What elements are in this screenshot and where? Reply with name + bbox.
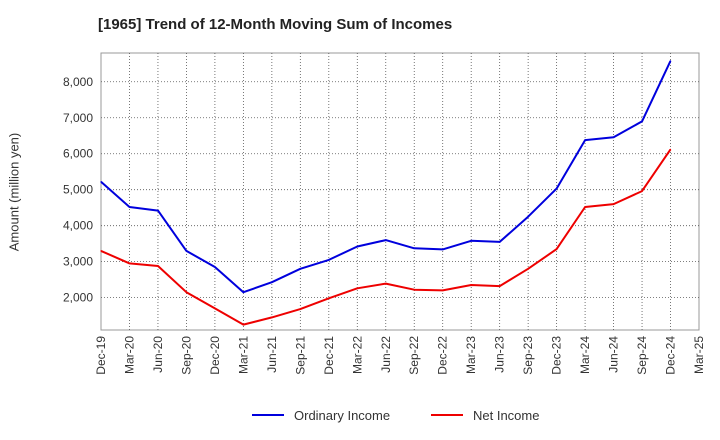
data-point — [356, 245, 358, 248]
data-point — [527, 268, 529, 270]
data-point — [584, 206, 586, 208]
y-tick-label: 7,000 — [63, 111, 93, 125]
data-point — [470, 284, 472, 286]
y-tick-label: 6,000 — [63, 147, 93, 161]
x-tick-label: Dec-23 — [550, 336, 564, 375]
chart-title: [1965] Trend of 12-Month Moving Sum of I… — [98, 16, 453, 33]
x-tick-label: Mar-25 — [692, 336, 706, 374]
data-point — [271, 281, 273, 283]
data-point — [499, 285, 501, 287]
data-point — [669, 148, 672, 150]
legend-label: Ordinary Income — [294, 408, 390, 423]
data-point — [214, 266, 216, 268]
data-point — [100, 181, 102, 183]
y-tick-label: 5,000 — [63, 183, 93, 197]
data-point — [100, 250, 102, 252]
data-point — [242, 324, 244, 326]
data-point — [442, 289, 444, 291]
data-point — [385, 239, 387, 241]
x-tick-label: Sep-24 — [635, 336, 649, 375]
x-tick-label: Mar-24 — [578, 336, 592, 374]
x-tick-label: Sep-22 — [407, 336, 421, 375]
data-point — [641, 190, 643, 192]
data-point — [299, 308, 301, 310]
x-tick-label: Dec-20 — [208, 336, 222, 375]
x-tick-label: Mar-20 — [122, 336, 136, 374]
x-tick-label: Dec-19 — [94, 336, 108, 375]
x-tick-labels: Dec-19 Mar-20 Jun-20 Sep-20 Dec-20 Mar-21 Jun-… — [94, 336, 706, 375]
data-point — [499, 241, 501, 243]
x-tick-label: Mar-23 — [464, 336, 478, 374]
data-point — [584, 139, 586, 141]
data-point — [470, 240, 472, 242]
data-point — [556, 188, 558, 190]
x-tick-label: Dec-21 — [322, 336, 336, 375]
x-tick-label: Dec-24 — [664, 336, 678, 375]
data-point — [242, 291, 244, 293]
x-tick-label: Sep-20 — [179, 336, 193, 375]
legend-label: Net Income — [473, 408, 539, 423]
y-tick-label: 3,000 — [63, 255, 93, 269]
y-tick-label: 2,000 — [63, 291, 93, 305]
data-point — [128, 262, 131, 264]
data-point — [271, 316, 273, 318]
x-tick-label: Sep-23 — [521, 336, 535, 375]
data-point — [185, 250, 187, 252]
data-point — [413, 247, 415, 249]
data-point — [413, 289, 415, 291]
y-gridlines — [101, 81, 699, 299]
x-tick-label: Dec-22 — [436, 336, 450, 375]
x-tick-label: Jun-24 — [607, 336, 621, 373]
data-point — [356, 287, 358, 289]
y-tick-label: 4,000 — [63, 219, 93, 233]
data-point — [385, 283, 387, 285]
data-point — [157, 210, 159, 212]
data-point — [157, 265, 159, 267]
data-point — [185, 291, 187, 293]
data-point — [328, 297, 330, 299]
x-gridlines — [129, 53, 671, 330]
legend: Ordinary Income Net Income — [252, 408, 539, 423]
x-tick-label: Jun-20 — [151, 336, 165, 373]
data-point — [214, 307, 216, 309]
data-point — [641, 120, 643, 122]
series-lines — [100, 60, 672, 326]
plot-area — [100, 52, 700, 331]
data-point — [128, 206, 131, 208]
data-point — [669, 60, 672, 62]
data-point — [328, 259, 330, 261]
data-point — [299, 268, 301, 270]
x-tick-label: Mar-21 — [236, 336, 250, 374]
x-tick-label: Jun-23 — [493, 336, 507, 373]
y-tick-labels: 2,000 3,000 4,000 5,000 6,000 7,000 8,000 — [63, 75, 93, 305]
y-tick-label: 8,000 — [63, 75, 93, 89]
data-point — [442, 248, 444, 250]
data-point — [556, 248, 558, 250]
data-point — [527, 216, 529, 218]
x-tick-label: Jun-22 — [379, 336, 393, 373]
x-tick-label: Jun-21 — [265, 336, 279, 373]
x-tick-label: Sep-21 — [293, 336, 307, 375]
data-point — [613, 136, 615, 138]
x-tick-label: Mar-22 — [350, 336, 364, 374]
data-point — [613, 203, 615, 205]
